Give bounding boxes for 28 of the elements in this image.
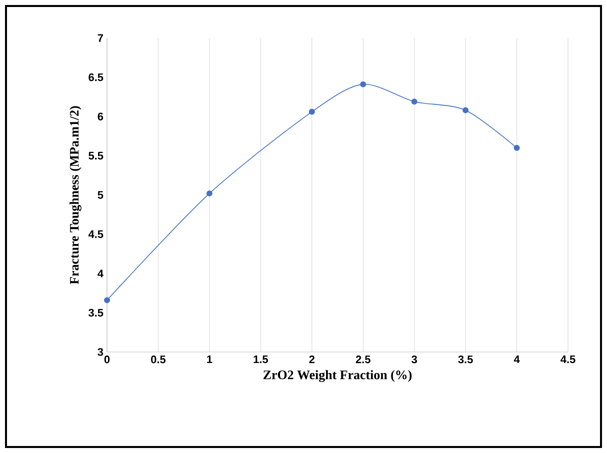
x-tick-label: 2	[309, 356, 314, 364]
point	[104, 297, 110, 304]
point	[514, 144, 520, 151]
y-tick-label: 4	[98, 270, 104, 278]
point	[308, 108, 315, 115]
y-tick-label: 4.5	[88, 230, 104, 238]
x-tick-label: 0.5	[151, 356, 166, 364]
point	[411, 98, 418, 105]
x-axis-title: ZrO2 Weight Fraction (%)	[263, 370, 412, 382]
y-tick-label: 5.5	[88, 152, 104, 160]
y-tick-label: 6.5	[88, 73, 104, 82]
x-tick-label: 0	[104, 356, 110, 364]
x-tick-label: 2.5	[356, 356, 370, 364]
x-tick-label: 4	[514, 356, 520, 364]
x-tick-label: 4.5	[560, 356, 576, 364]
point	[360, 81, 366, 88]
y-axis-title: Fracture Toughness (MPa.m1/2)	[70, 106, 82, 284]
x-tick-label: 1.5	[254, 356, 268, 364]
y-tick-label: 6	[98, 112, 104, 120]
point	[462, 107, 469, 114]
y-tick-label: 3	[98, 348, 104, 356]
y-tick-label: 7	[98, 34, 103, 42]
y-tick-label: 5	[98, 191, 104, 199]
x-tick-label: 3.5	[458, 356, 473, 364]
y-tick-label: 3.5	[88, 308, 104, 317]
x-tick-label: 1	[207, 356, 212, 364]
point	[206, 190, 212, 196]
x-tick-label: 3	[412, 356, 417, 364]
